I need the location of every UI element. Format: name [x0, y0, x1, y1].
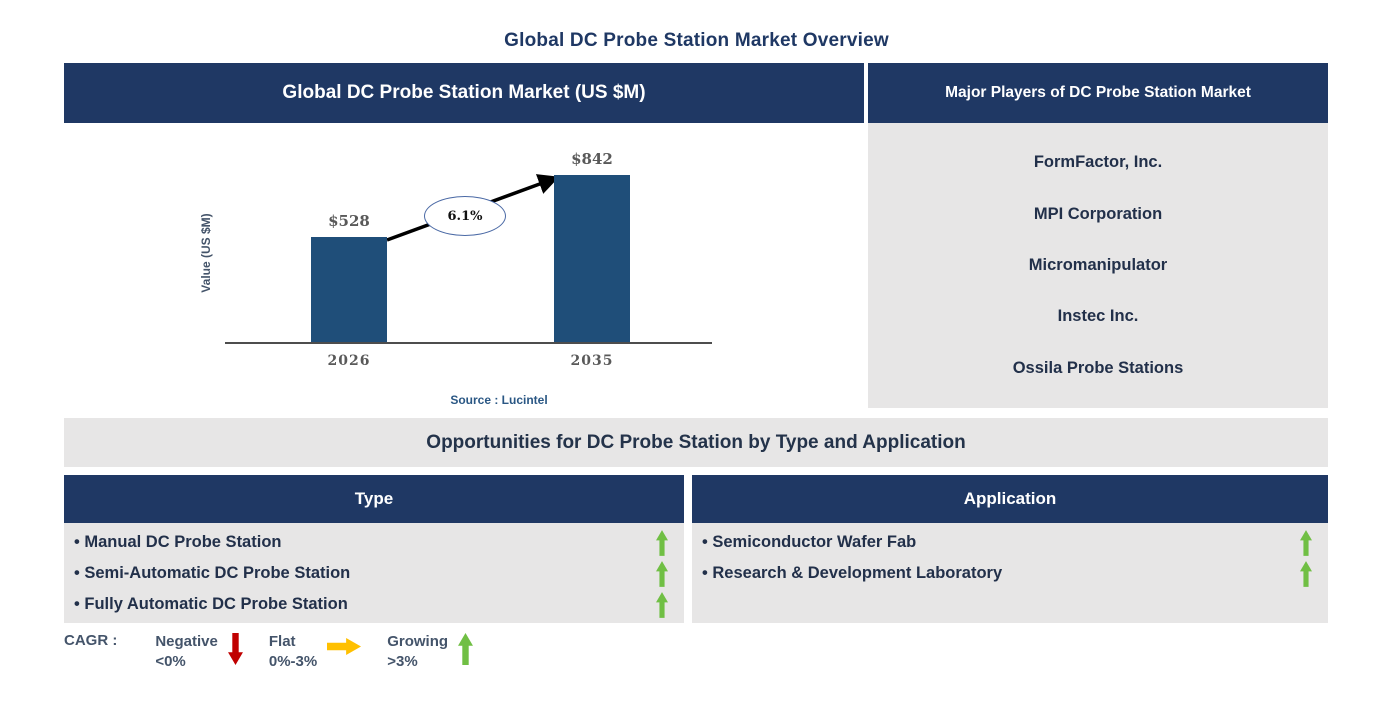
y-axis-label: Value (US $M)	[199, 213, 213, 293]
legend-name: Growing	[387, 633, 449, 650]
x-axis-line	[225, 342, 712, 344]
players-list: FormFactor, Inc. MPI Corporation Microma…	[868, 123, 1328, 408]
legend-text: Growing >3%	[387, 632, 448, 671]
application-item-label: Semiconductor Wafer Fab	[702, 533, 916, 552]
growing-up-arrow-icon	[656, 560, 668, 588]
company-item: Instec Inc.	[1057, 307, 1139, 326]
bar-value-label: $528	[328, 212, 370, 230]
type-list: Manual DC Probe Station Semi-Automatic D…	[64, 523, 684, 623]
growing-up-arrow-icon	[656, 591, 668, 619]
opportunities-banner: Opportunities for DC Probe Station by Ty…	[64, 418, 1328, 467]
legend-item-negative: Negative <0%	[155, 632, 243, 671]
flat-right-arrow-icon	[327, 638, 362, 660]
application-list: Semiconductor Wafer Fab Research & Devel…	[692, 523, 1328, 623]
type-item: Fully Automatic DC Probe Station	[64, 589, 684, 620]
legend-item-flat: Flat 0%-3%	[269, 632, 362, 671]
growing-up-arrow-icon	[1300, 560, 1312, 588]
bar	[554, 175, 630, 343]
type-item-label: Manual DC Probe Station	[74, 533, 281, 552]
market-panel-header: Global DC Probe Station Market (US $M)	[64, 63, 864, 123]
legend-text: Negative <0%	[155, 632, 218, 671]
cagr-legend: CAGR : Negative <0% Flat 0%-3% Growing >…	[64, 632, 485, 671]
growing-up-arrow-icon	[458, 633, 474, 670]
company-item: FormFactor, Inc.	[1033, 153, 1163, 172]
bar-group-2035: $842	[554, 150, 630, 343]
growth-rate-label: 6.1%	[447, 208, 483, 224]
legend-range: >3%	[387, 652, 418, 670]
type-item: Manual DC Probe Station	[64, 527, 684, 558]
bar-value-label: $842	[571, 150, 613, 168]
type-item: Semi-Automatic DC Probe Station	[64, 558, 684, 589]
company-item: MPI Corporation	[1033, 204, 1163, 223]
type-column-header: Type	[64, 475, 684, 523]
application-item-label: Research & Development Laboratory	[702, 564, 1002, 583]
legend-name: Flat	[268, 633, 296, 650]
company-item: Ossila Probe Stations	[1012, 358, 1184, 377]
legend-text: Flat 0%-3%	[269, 632, 317, 671]
x-tick-label: 2026	[327, 353, 371, 369]
legend-range: 0%-3%	[268, 652, 318, 670]
bar-group-2026: $528	[311, 212, 387, 343]
application-item: Semiconductor Wafer Fab	[692, 527, 1328, 558]
x-tick-label: 2035	[570, 353, 614, 369]
application-item: Research & Development Laboratory	[692, 558, 1328, 589]
legend-name: Negative	[155, 633, 218, 650]
page-title: Global DC Probe Station Market Overview	[504, 30, 889, 51]
application-column-header: Application	[692, 475, 1328, 523]
company-item: Micromanipulator	[1028, 255, 1168, 274]
growing-up-arrow-icon	[1300, 529, 1312, 557]
bar-chart: Value (US $M) $528 $842 2026 2035 6.1% S…	[64, 123, 864, 415]
bar	[311, 237, 387, 343]
players-panel-header: Major Players of DC Probe Station Market	[868, 63, 1328, 123]
growth-ellipse: 6.1%	[424, 196, 506, 236]
legend-item-growing: Growing >3%	[387, 632, 474, 671]
type-item-label: Fully Automatic DC Probe Station	[74, 595, 347, 614]
growing-up-arrow-icon	[656, 529, 668, 557]
growth-arrow	[386, 174, 560, 242]
cagr-label: CAGR :	[64, 632, 118, 649]
legend-range: <0%	[155, 652, 186, 670]
negative-down-arrow-icon	[227, 633, 243, 670]
type-item-label: Semi-Automatic DC Probe Station	[74, 564, 350, 583]
source-label: Source : Lucintel	[450, 393, 548, 407]
